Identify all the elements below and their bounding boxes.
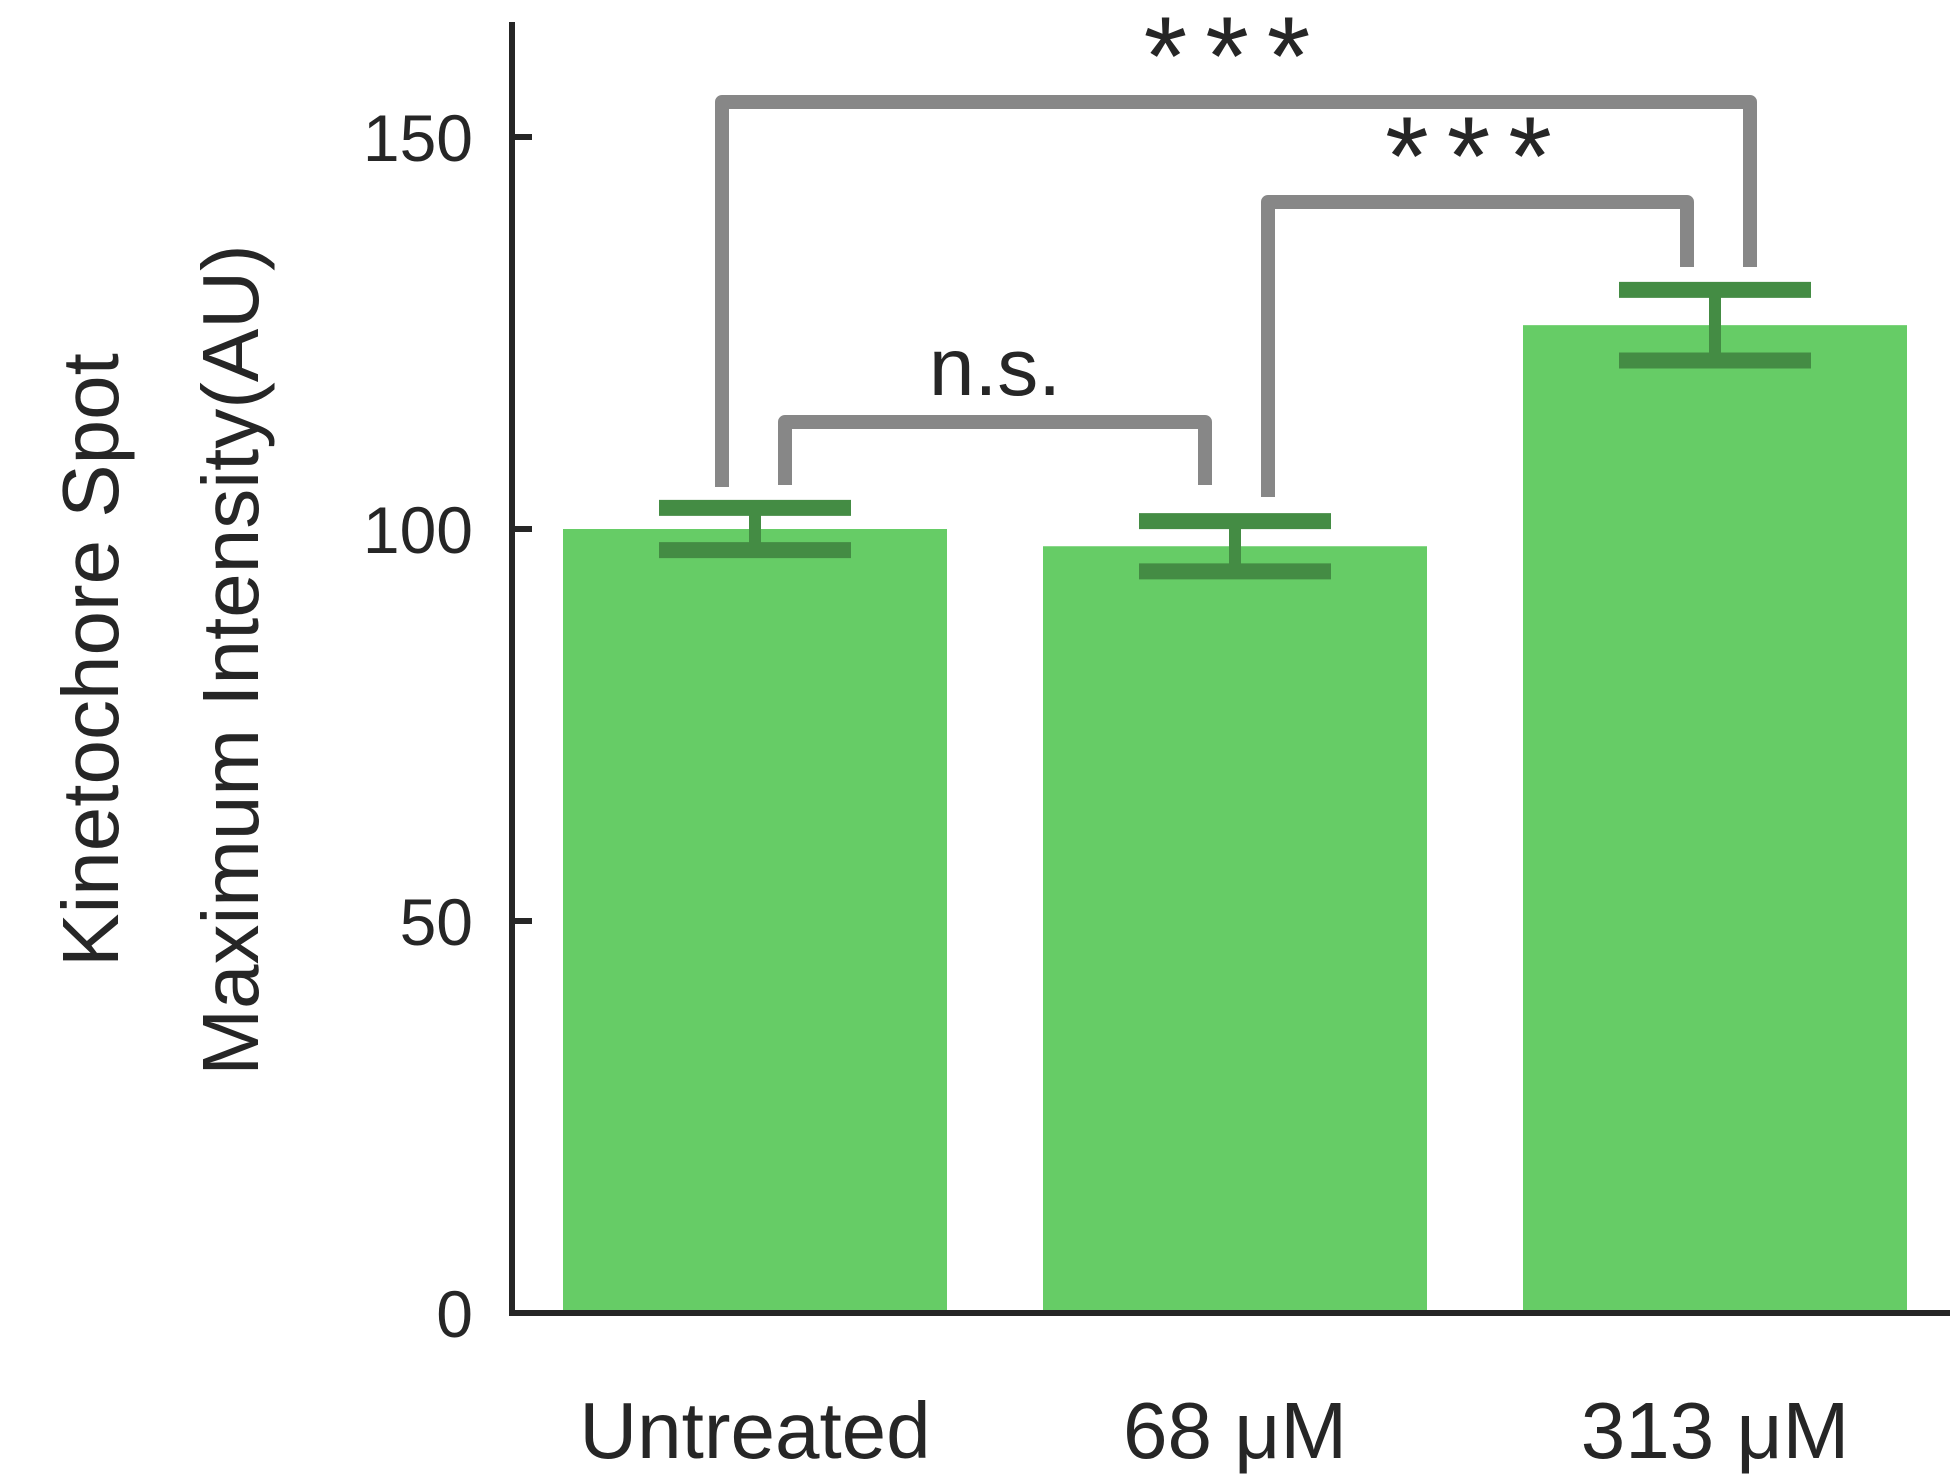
y-tick-label-0: 0 [436,1277,473,1351]
significance-bracket-2 [715,95,1757,487]
bar-0 [563,529,947,1313]
significance-label-1: *** [1385,94,1570,219]
significance-brackets-group: n.s. *** *** [715,0,1757,497]
y-ticks-group: 0 50 100 150 [363,101,532,1351]
y-tick-label-3: 150 [363,101,473,175]
axes-group [509,22,1950,1316]
significance-bracket-0 [778,415,1212,485]
significance-label-2: *** [1144,0,1329,119]
bar-1 [1043,546,1427,1313]
y-axis-label-line-1: Kinetochore Spot [46,353,135,967]
y-tick-label-1: 50 [400,885,473,959]
y-tick-label-2: 100 [363,493,473,567]
x-tick-labels-group: Untreated 68 μM 313 μM [579,1386,1849,1475]
y-axis-label-line-2: Maximum Intensity(AU) [186,244,275,1075]
x-tick-label-0: Untreated [579,1386,930,1475]
bars-group [563,325,1907,1313]
significance-label-0: n.s. [929,322,1061,413]
x-tick-label-2: 313 μM [1581,1386,1849,1475]
significance-bracket-1 [1261,195,1694,497]
error-bars-group [659,281,1811,580]
x-tick-label-1: 68 μM [1123,1386,1347,1475]
bar-2 [1523,325,1907,1313]
